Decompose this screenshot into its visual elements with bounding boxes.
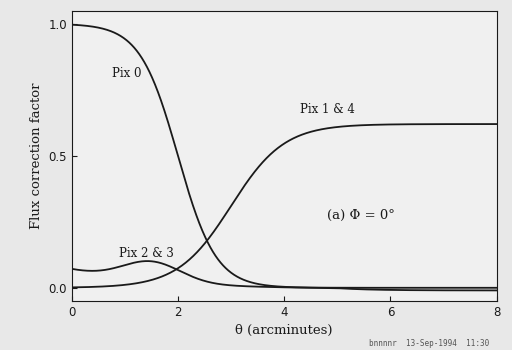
Text: Pix 1 & 4: Pix 1 & 4 [300,104,355,117]
Text: bnnnnr  13-Sep-1994  11:30: bnnnnr 13-Sep-1994 11:30 [369,339,489,348]
Text: Pix 0: Pix 0 [112,66,141,79]
Text: (a) Φ = 0°: (a) Φ = 0° [327,209,395,222]
Y-axis label: Flux correction factor: Flux correction factor [30,83,42,229]
X-axis label: θ (arcminutes): θ (arcminutes) [236,324,333,337]
Text: Pix 2 & 3: Pix 2 & 3 [119,247,175,260]
